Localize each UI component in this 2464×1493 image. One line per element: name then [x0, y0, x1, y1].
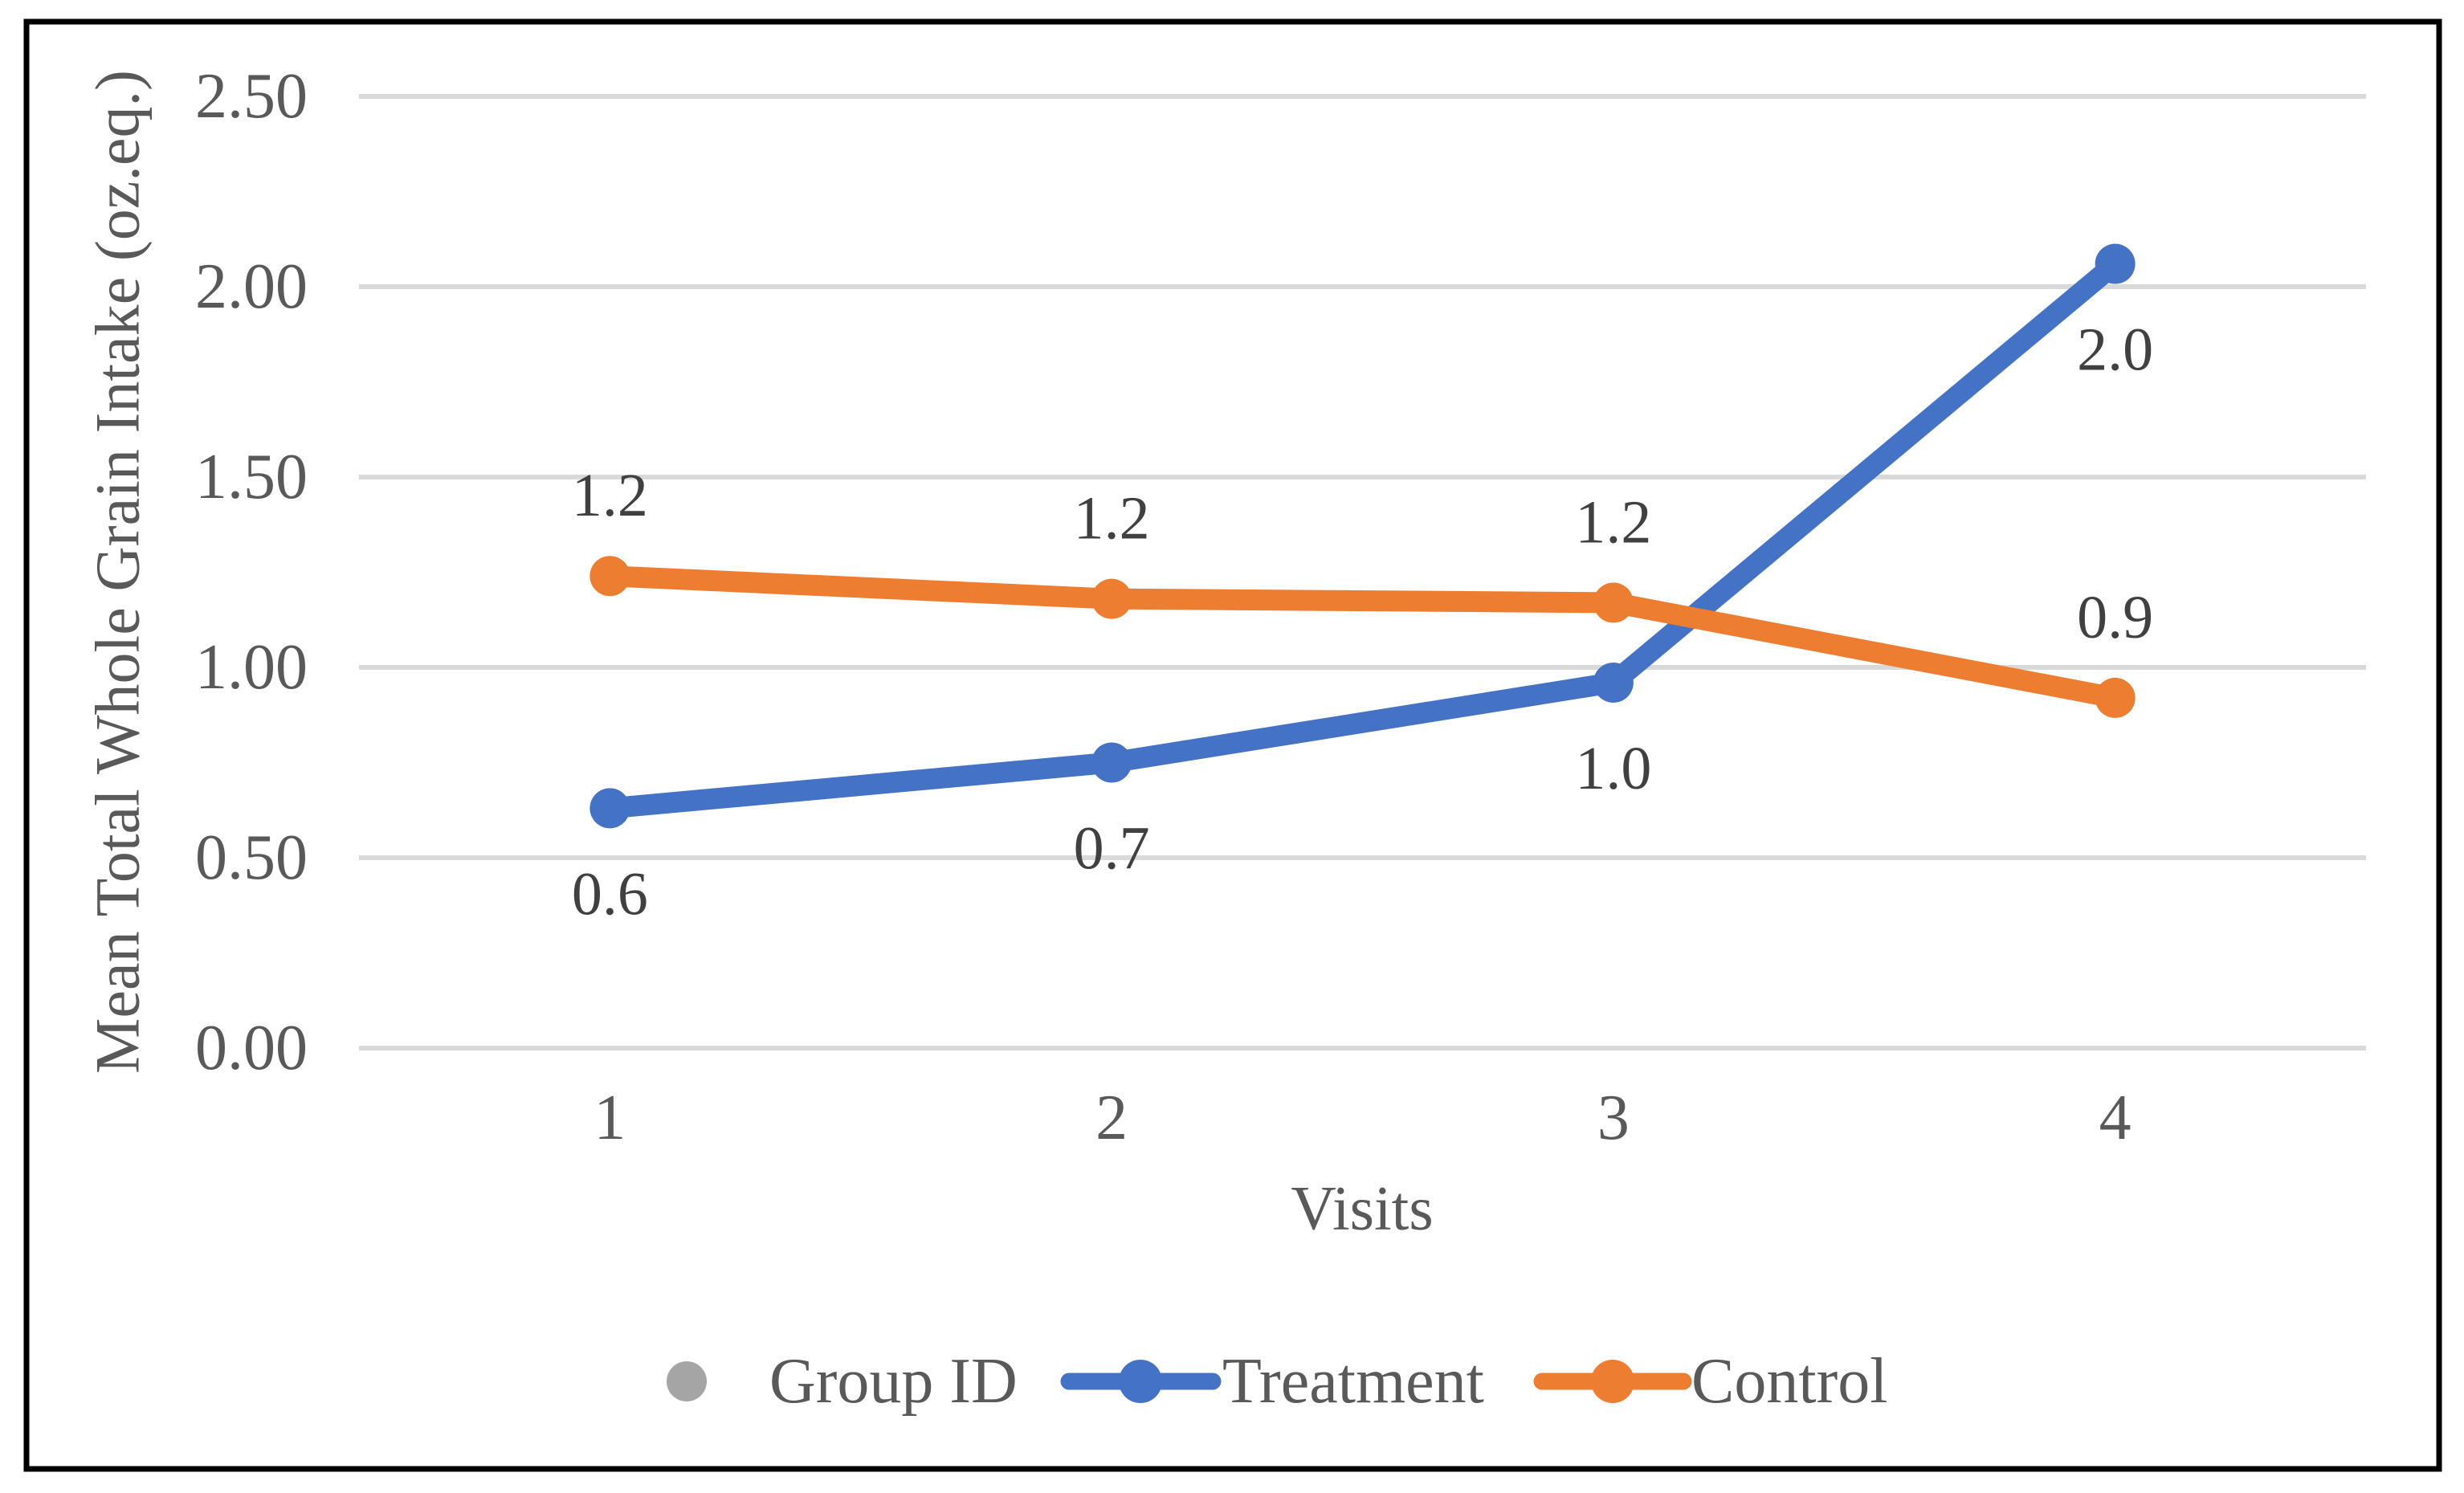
control-marker	[589, 556, 630, 597]
series-treatment	[589, 243, 2136, 829]
control-line	[599, 565, 2126, 708]
control-data-label: 1.2	[1575, 488, 1651, 556]
x-axis-tick-label: 2	[1095, 1083, 1128, 1153]
data-labels-group: 0.6 0.7 1.0 2.0 1.2 1.2 1.2 0.9	[572, 316, 2153, 928]
treatment-data-label: 1.0	[1575, 735, 1651, 802]
series-control	[589, 556, 2136, 718]
y-axis-tick-label: 2.00	[195, 251, 308, 322]
control-data-label: 1.2	[1074, 485, 1150, 553]
y-axis-title: Mean Total Whole Grain Intake (oz.eq.)	[83, 70, 153, 1074]
x-axis-tick-label: 1	[594, 1083, 626, 1153]
control-marker	[2095, 677, 2136, 718]
y-axis-tick-labels: 0.00 0.50 1.00 1.50 2.00 2.50	[195, 61, 308, 1083]
treatment-marker	[589, 788, 630, 829]
legend-item-group-id: Group ID	[667, 1346, 1018, 1417]
treatment-marker	[2095, 243, 2136, 284]
control-marker	[1091, 578, 1132, 619]
x-axis-tick-labels: 1 2 3 4	[594, 1083, 2131, 1153]
legend-item-treatment: Treatment	[1060, 1346, 1484, 1417]
control-data-label: 1.2	[572, 462, 648, 529]
legend-marker-swatch	[1119, 1360, 1162, 1403]
y-axis-tick-label: 2.50	[195, 61, 308, 132]
control-data-label: 0.9	[2077, 584, 2153, 651]
treatment-data-label: 0.7	[1074, 815, 1150, 883]
legend-item-control: Control	[1533, 1346, 1887, 1417]
treatment-data-label: 2.0	[2077, 316, 2153, 384]
treatment-marker	[1091, 742, 1132, 783]
x-axis-title: Visits	[1291, 1173, 1433, 1243]
treatment-marker	[1593, 662, 1634, 703]
y-axis-tick-label: 0.50	[195, 822, 308, 893]
legend-label: Group ID	[769, 1346, 1018, 1417]
treatment-line	[599, 253, 2126, 819]
legend-label: Treatment	[1222, 1346, 1484, 1417]
series-group	[589, 243, 2136, 829]
x-axis-tick-label: 4	[2099, 1083, 2132, 1153]
legend-dot-swatch	[667, 1361, 707, 1401]
gridlines-group	[359, 94, 2366, 1050]
legend-marker-swatch	[1591, 1360, 1634, 1403]
y-axis-tick-label: 1.00	[195, 632, 308, 703]
y-axis-tick-label: 1.50	[195, 442, 308, 512]
control-marker	[1593, 582, 1634, 623]
legend-label: Control	[1691, 1346, 1887, 1417]
x-axis-tick-label: 3	[1597, 1083, 1630, 1153]
treatment-data-label: 0.6	[572, 860, 648, 928]
chart-border	[23, 18, 2442, 1472]
y-axis-tick-label: 0.00	[195, 1013, 308, 1083]
legend: Group ID Treatment Control	[667, 1346, 1887, 1417]
